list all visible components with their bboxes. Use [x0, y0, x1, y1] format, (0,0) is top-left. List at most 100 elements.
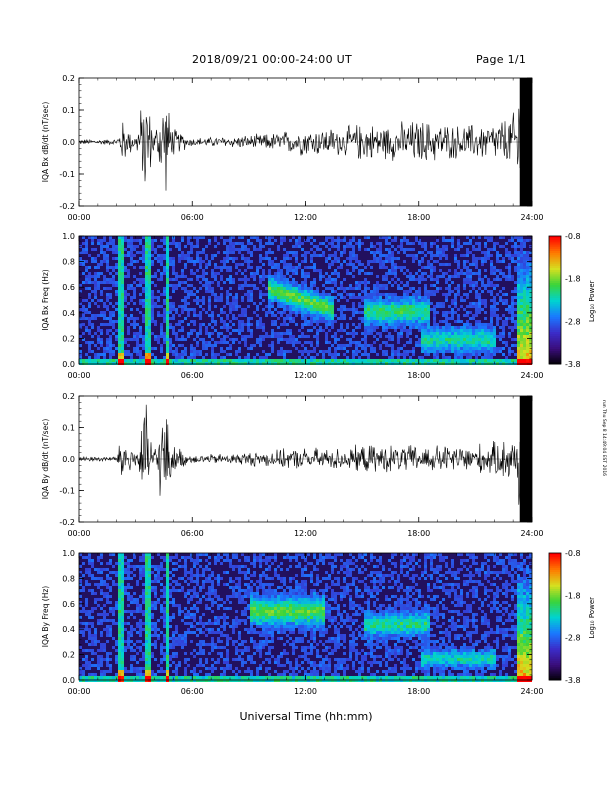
- colorbar-segment: [549, 304, 561, 307]
- spectrogram-cell: [88, 637, 91, 640]
- spectrogram-cell: [388, 314, 391, 317]
- spectrogram-cell: [145, 589, 148, 592]
- spectrogram-cell: [97, 556, 100, 559]
- spectrogram-cell: [181, 239, 184, 242]
- spectrogram-cell: [130, 239, 133, 242]
- colorbar-segment: [549, 325, 561, 329]
- spectrogram-cell: [322, 251, 325, 254]
- spectrogram-cell: [442, 320, 445, 323]
- spectrogram-cell: [460, 332, 463, 335]
- spectrogram-cell: [295, 284, 298, 287]
- spectrogram-cell: [247, 305, 250, 308]
- spectrogram-cell: [274, 320, 277, 323]
- spectrogram-cell: [418, 293, 421, 296]
- spectrogram-cell: [301, 299, 304, 302]
- spectrogram-cell: [151, 601, 154, 604]
- spectrogram-cell: [274, 272, 277, 275]
- spectrogram-cell: [463, 332, 466, 335]
- spectrogram-cell: [331, 287, 334, 290]
- spectrogram-cell: [448, 275, 451, 278]
- spectrogram-cell: [373, 326, 376, 329]
- spectrogram-cell: [508, 266, 511, 269]
- spectrogram-cell: [526, 326, 529, 329]
- spectrogram-cell: [382, 266, 385, 269]
- spectrogram-cell: [463, 326, 466, 329]
- spectrogram-cell: [412, 296, 415, 299]
- y-tick-label: 0.1: [62, 106, 75, 115]
- spectrogram-cell: [124, 676, 127, 679]
- spectrogram-cell: [298, 263, 301, 266]
- spectrogram-cell: [130, 251, 133, 254]
- spectrogram-cell: [340, 311, 343, 314]
- spectrogram-cell: [367, 320, 370, 323]
- spectrogram-cell: [253, 275, 256, 278]
- spectrogram-cell: [151, 260, 154, 263]
- spectrogram-cell: [400, 317, 403, 320]
- spectrogram-cell: [136, 625, 139, 628]
- spectrogram-cell: [292, 272, 295, 275]
- spectrogram-cell: [178, 257, 181, 260]
- spectrogram-cell: [151, 320, 154, 323]
- spectrogram-cell: [487, 236, 490, 239]
- spectrogram-cell: [313, 239, 316, 242]
- spectrogram-cell: [358, 341, 361, 344]
- spectrogram-cell: [304, 290, 307, 293]
- spectrogram-cell: [121, 242, 124, 245]
- spectrogram-cell: [85, 622, 88, 625]
- spectrogram-cell: [94, 314, 97, 317]
- spectrogram-cell: [424, 302, 427, 305]
- spectrogram-cell: [79, 580, 82, 583]
- spectrogram-cell: [361, 347, 364, 350]
- spectrogram-cell: [448, 263, 451, 266]
- spectrogram-cell: [130, 242, 133, 245]
- spectrogram-cell: [328, 263, 331, 266]
- spectrogram-cell: [529, 263, 532, 266]
- spectrogram-cell: [388, 308, 391, 311]
- spectrogram-cell: [457, 326, 460, 329]
- spectrogram-cell: [505, 248, 508, 251]
- spectrogram-cell: [376, 305, 379, 308]
- spectrogram-cell: [172, 314, 175, 317]
- spectrogram-cell: [211, 272, 214, 275]
- spectrogram-cell: [109, 667, 112, 670]
- colorbar-segment: [549, 314, 561, 318]
- spectrogram-cell: [331, 302, 334, 305]
- spectrogram-cell: [430, 335, 433, 338]
- spectrogram-cell: [136, 353, 139, 356]
- spectrogram-cell: [274, 287, 277, 290]
- spectrogram-cell: [148, 245, 151, 248]
- spectrogram-cell: [283, 338, 286, 341]
- spectrogram-cell: [217, 281, 220, 284]
- spectrogram-cell: [97, 359, 100, 362]
- spectrogram-cell: [460, 350, 463, 353]
- spectrogram-cell: [421, 278, 424, 281]
- spectrogram-cell: [205, 272, 208, 275]
- spectrogram-cell: [211, 347, 214, 350]
- spectrogram-cell: [118, 652, 121, 655]
- spectrogram-cell: [133, 598, 136, 601]
- spectrogram-cell: [499, 245, 502, 248]
- spectrogram-cell: [352, 356, 355, 359]
- spectrogram-cell: [430, 275, 433, 278]
- spectrogram-cell: [301, 272, 304, 275]
- spectrogram-cell: [481, 344, 484, 347]
- spectrogram-cell: [340, 305, 343, 308]
- spectrogram-cell: [421, 266, 424, 269]
- spectrogram-cell: [295, 305, 298, 308]
- spectrogram-cell: [121, 652, 124, 655]
- spectrogram-cell: [280, 287, 283, 290]
- spectrogram-cell: [493, 314, 496, 317]
- spectrogram-cell: [121, 649, 124, 652]
- spectrogram-cell: [478, 350, 481, 353]
- spectrogram-cell: [292, 281, 295, 284]
- spectrogram-cell: [484, 329, 487, 332]
- spectrogram-cell: [109, 281, 112, 284]
- spectrogram-cell: [94, 284, 97, 287]
- spectrogram-cell: [145, 601, 148, 604]
- spectrogram-cell: [202, 248, 205, 251]
- spectrogram-cell: [463, 260, 466, 263]
- spectrogram-cell: [235, 293, 238, 296]
- spectrogram-cell: [394, 329, 397, 332]
- spectrogram-cell: [265, 275, 268, 278]
- spectrogram-cell: [304, 347, 307, 350]
